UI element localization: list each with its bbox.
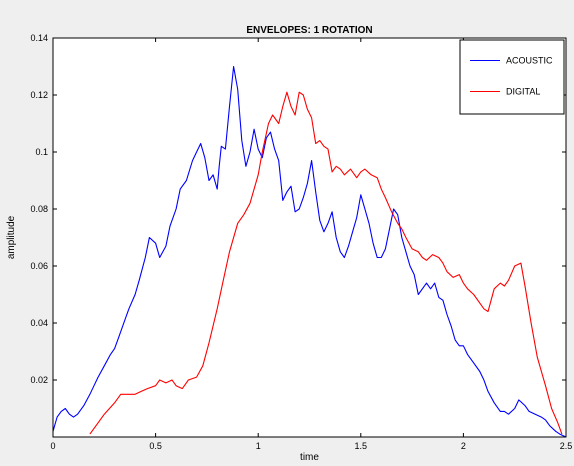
x-tick-label: 0: [50, 441, 55, 451]
x-tick-label: 0.5: [149, 441, 162, 451]
y-tick-label: 0.12: [30, 90, 48, 100]
x-axis-label: time: [300, 452, 319, 463]
y-tick-label: 0.06: [30, 261, 48, 271]
y-tick-label: 0.14: [30, 33, 48, 43]
series-line-digital: [89, 91, 563, 435]
ticks-layer: 0 0.5 1 1.5 2 2.5 0.02 0.04 0.06 0.08 0.1 0.12 0.14: [30, 33, 572, 451]
chart-title: ENVELOPES: 1 ROTATION: [246, 25, 372, 36]
x-tick-label: 1.5: [355, 441, 368, 451]
plot-frame: [52, 37, 567, 438]
legend-label-acoustic: ACOUSTIC: [506, 56, 553, 66]
x-tick-label: 1: [256, 441, 261, 451]
y-tick-label: 0.1: [35, 147, 48, 157]
legend: ACOUSTIC DIGITAL: [459, 39, 565, 115]
legend-box: [459, 39, 565, 115]
y-tick-label: 0.02: [30, 375, 48, 385]
y-tick-label: 0.08: [30, 204, 48, 214]
y-axis-label: amplitude: [6, 215, 17, 259]
x-tick-label: 2.5: [560, 441, 573, 451]
series-line-acoustic: [52, 65, 567, 438]
x-tick-label: 2: [461, 441, 466, 451]
y-tick-label: 0.04: [30, 318, 48, 328]
series-layer: [52, 65, 567, 438]
legend-label-digital: DIGITAL: [506, 87, 540, 97]
